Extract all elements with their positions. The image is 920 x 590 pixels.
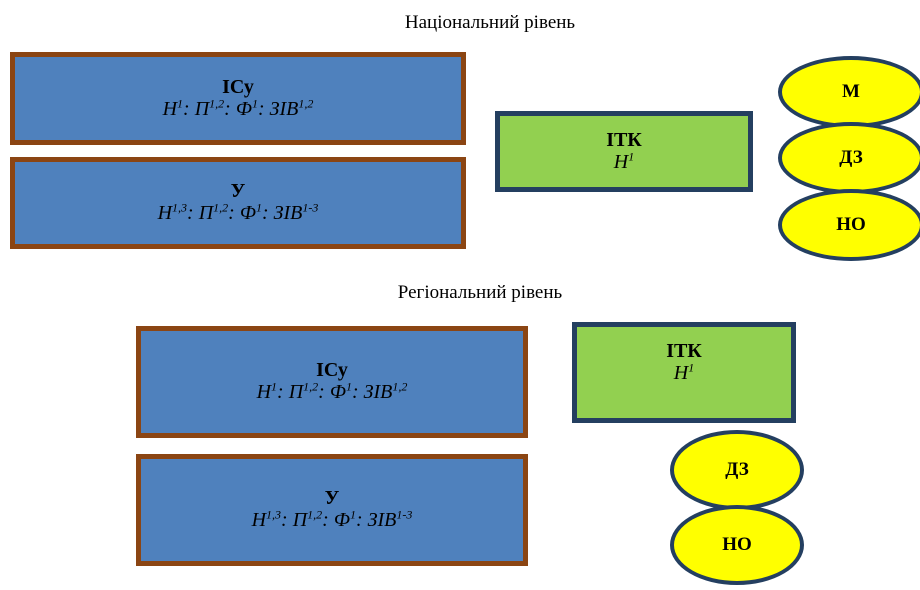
regional-ics-box: ІСу Н1: П1,2: Ф1: ЗІВ1,2	[136, 326, 528, 438]
formula-term: ЗІВ	[367, 509, 397, 531]
formula-superscript: 1,3	[266, 507, 282, 522]
regional-ellipse-dz: ДЗ	[670, 430, 804, 510]
national-u-box: У Н1,3: П1,2: Ф1: ЗІВ1-3	[10, 157, 466, 249]
formula-term: ЗІВ	[269, 97, 299, 120]
national-ellipse-m: М	[778, 56, 920, 128]
formula-separator: :	[261, 202, 274, 224]
formula-separator: :	[322, 509, 334, 531]
formula-term: Н	[251, 509, 267, 531]
regional-ics-title: ІСу	[316, 359, 348, 381]
formula-term: Н	[157, 202, 173, 224]
formula-superscript: 1,2	[307, 507, 323, 522]
formula-separator: :	[351, 381, 364, 403]
national-ics-formula: Н1: П1,2: Ф1: ЗІВ1,2	[163, 97, 314, 121]
national-itk-title: ІТК	[606, 128, 642, 151]
formula-separator: :	[277, 381, 289, 403]
national-itk-formula: Н1	[614, 150, 634, 174]
formula-term: ЗІВ	[273, 202, 303, 224]
formula-separator: :	[257, 97, 270, 120]
regional-ellipse-no: НО	[670, 505, 804, 585]
formula-superscript: 1,2	[298, 95, 314, 110]
national-ics-title: ІСу	[222, 75, 254, 98]
formula-separator: :	[187, 202, 199, 224]
formula-term: П	[198, 202, 214, 224]
formula-superscript: 1,3	[172, 200, 188, 215]
formula-superscript: 1,2	[392, 379, 408, 394]
formula-superscript: 1,2	[209, 95, 225, 110]
formula-superscript: 1	[628, 148, 635, 163]
formula-superscript: 1	[251, 95, 258, 110]
regional-ics-formula: Н1: П1,2: Ф1: ЗІВ1,2	[257, 380, 408, 404]
formula-separator: :	[183, 97, 195, 120]
national-ellipse-no: НО	[778, 189, 920, 261]
formula-term: Н	[613, 150, 629, 173]
national-u-formula: Н1,3: П1,2: Ф1: ЗІВ1-3	[158, 201, 319, 225]
regional-level-title: Регіональний рівень	[397, 282, 563, 303]
formula-separator: :	[228, 202, 240, 224]
formula-term: Ф	[333, 509, 350, 531]
formula-term: П	[292, 509, 308, 531]
formula-term: Ф	[239, 202, 256, 224]
formula-term: П	[288, 381, 304, 403]
formula-superscript: 1-3	[396, 507, 413, 522]
formula-separator: :	[281, 509, 293, 531]
formula-term: П	[194, 97, 210, 120]
regional-itk-formula: Н1	[674, 361, 694, 385]
formula-superscript: 1	[255, 200, 262, 215]
national-ics-box: ІСу Н1: П1,2: Ф1: ЗІВ1,2	[10, 52, 466, 145]
formula-term: Ф	[235, 97, 252, 120]
formula-superscript: 1-3	[302, 200, 319, 215]
formula-term: Н	[673, 362, 689, 384]
regional-itk-title: ІТК	[666, 340, 702, 362]
formula-superscript: 1	[688, 360, 695, 375]
formula-term: ЗІВ	[363, 381, 393, 403]
formula-term: Н	[162, 97, 178, 120]
national-itk-box: ІТК Н1	[495, 111, 753, 192]
regional-u-title: У	[324, 487, 340, 509]
formula-separator: :	[318, 381, 330, 403]
national-ellipse-dz: ДЗ	[778, 122, 920, 194]
formula-superscript: 1,2	[303, 379, 319, 394]
regional-u-box: У Н1,3: П1,2: Ф1: ЗІВ1-3	[136, 454, 528, 566]
formula-separator: :	[224, 97, 236, 120]
formula-superscript: 1,2	[213, 200, 229, 215]
national-u-title: У	[230, 180, 246, 202]
regional-u-formula: Н1,3: П1,2: Ф1: ЗІВ1-3	[252, 508, 413, 532]
regional-itk-box: ІТК Н1	[572, 322, 796, 423]
formula-superscript: 1	[271, 379, 278, 394]
formula-superscript: 1	[349, 507, 356, 522]
formula-term: Ф	[329, 381, 346, 403]
formula-superscript: 1	[177, 95, 184, 110]
formula-superscript: 1	[345, 379, 352, 394]
formula-separator: :	[355, 509, 368, 531]
national-level-title: Національний рівень	[404, 12, 576, 33]
formula-term: Н	[256, 381, 272, 403]
